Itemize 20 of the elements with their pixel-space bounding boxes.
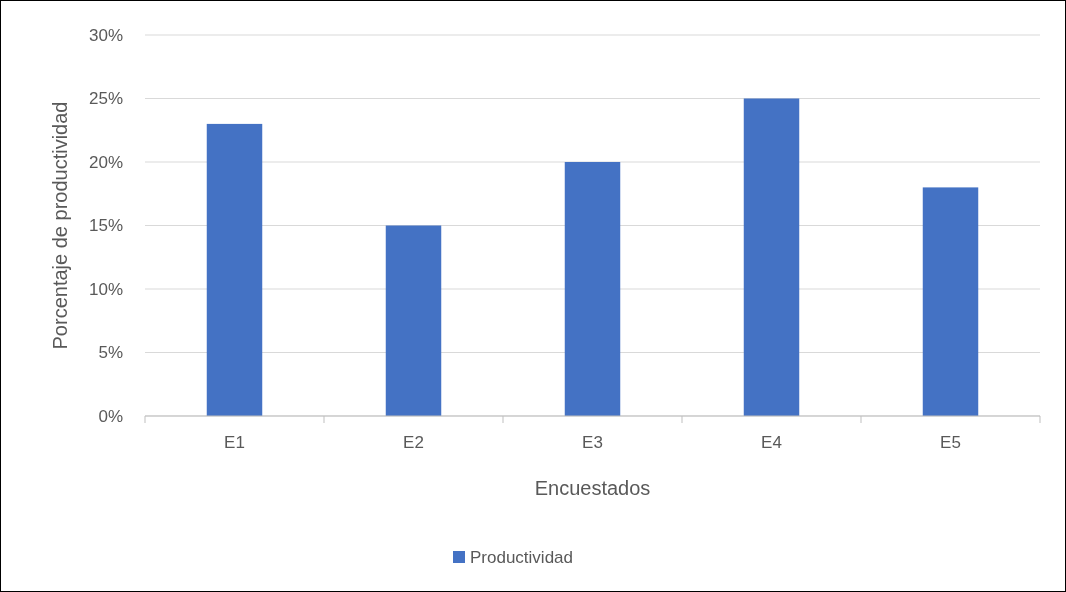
y-axis-title: Porcentaje de productividad <box>49 101 71 350</box>
bar <box>743 98 800 416</box>
y-tick-label: 15% <box>88 216 123 236</box>
y-tick-label: 0% <box>98 406 123 426</box>
x-tick-label: E4 <box>761 433 782 452</box>
bar <box>922 187 979 416</box>
y-tick-label: 30% <box>88 25 123 45</box>
x-tick-label: E5 <box>940 433 961 452</box>
y-tick-label: 20% <box>88 152 123 172</box>
y-tick-label: 10% <box>88 279 123 299</box>
y-tick-label: 25% <box>88 89 123 109</box>
y-tick-label: 5% <box>98 343 123 363</box>
legend-label: Productividad <box>470 547 574 567</box>
x-tick-label: E1 <box>224 433 245 452</box>
x-tick-label: E2 <box>403 433 424 452</box>
bar <box>206 123 263 416</box>
bar <box>385 225 442 416</box>
x-tick-label: E3 <box>582 433 603 452</box>
x-axis-title: Encuestados <box>534 477 651 499</box>
bar <box>564 162 621 416</box>
